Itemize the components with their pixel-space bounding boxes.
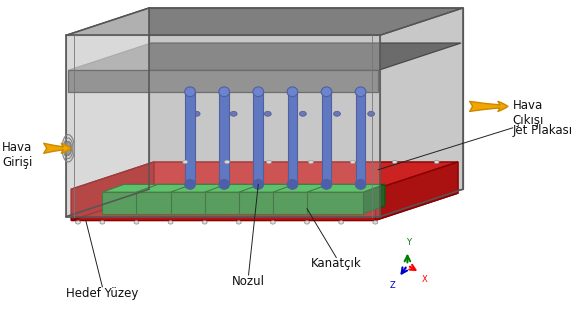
Polygon shape [239, 184, 317, 192]
Polygon shape [254, 92, 263, 184]
Polygon shape [273, 192, 329, 214]
Polygon shape [205, 184, 283, 192]
Polygon shape [287, 92, 297, 184]
Ellipse shape [264, 111, 271, 116]
Text: Y: Y [406, 238, 411, 247]
Ellipse shape [65, 141, 71, 155]
Ellipse shape [308, 160, 313, 164]
Polygon shape [329, 184, 351, 214]
Polygon shape [71, 162, 154, 220]
Polygon shape [171, 192, 227, 214]
Polygon shape [136, 192, 193, 214]
Polygon shape [149, 8, 463, 189]
Polygon shape [66, 8, 149, 217]
Ellipse shape [185, 87, 195, 97]
Ellipse shape [76, 221, 80, 224]
Ellipse shape [219, 180, 230, 189]
Ellipse shape [373, 221, 378, 224]
Polygon shape [171, 184, 248, 192]
Ellipse shape [392, 160, 397, 164]
Ellipse shape [266, 160, 272, 164]
Ellipse shape [253, 180, 264, 189]
Polygon shape [380, 8, 463, 217]
Ellipse shape [185, 180, 195, 189]
Ellipse shape [350, 160, 355, 164]
Text: X: X [422, 275, 427, 284]
Polygon shape [322, 92, 331, 184]
Ellipse shape [168, 221, 173, 224]
Polygon shape [219, 92, 229, 184]
Ellipse shape [355, 87, 366, 97]
Ellipse shape [287, 87, 298, 97]
Polygon shape [71, 189, 375, 220]
Ellipse shape [134, 221, 139, 224]
Text: Nozul: Nozul [232, 275, 265, 288]
Ellipse shape [368, 111, 374, 116]
Polygon shape [136, 184, 215, 192]
Polygon shape [159, 184, 180, 214]
Ellipse shape [304, 221, 310, 224]
Ellipse shape [230, 111, 237, 116]
Ellipse shape [355, 180, 366, 189]
Ellipse shape [224, 160, 230, 164]
Ellipse shape [434, 160, 439, 164]
Polygon shape [205, 192, 261, 214]
Polygon shape [296, 184, 317, 214]
Polygon shape [68, 70, 378, 92]
Ellipse shape [193, 111, 200, 116]
Ellipse shape [339, 221, 343, 224]
Ellipse shape [271, 221, 275, 224]
Polygon shape [273, 184, 351, 192]
Polygon shape [103, 192, 159, 214]
Text: Hava
Çıkışı: Hava Çıkışı [512, 99, 544, 127]
Text: Z: Z [389, 281, 395, 290]
Ellipse shape [236, 221, 241, 224]
Text: Kanatçık: Kanatçık [311, 258, 361, 270]
Ellipse shape [182, 160, 188, 164]
Ellipse shape [100, 221, 105, 224]
Polygon shape [103, 184, 180, 192]
Ellipse shape [333, 111, 340, 116]
Polygon shape [68, 43, 461, 70]
Text: Hedef Yüzey: Hedef Yüzey [66, 287, 139, 300]
Ellipse shape [202, 221, 207, 224]
Polygon shape [307, 184, 385, 192]
Polygon shape [356, 92, 366, 184]
Polygon shape [375, 162, 458, 220]
Ellipse shape [300, 111, 306, 116]
Polygon shape [66, 8, 463, 35]
Polygon shape [364, 184, 385, 214]
Ellipse shape [321, 87, 332, 97]
Polygon shape [261, 184, 283, 214]
Polygon shape [71, 162, 458, 189]
Text: Jet Plakası: Jet Plakası [512, 124, 573, 137]
Polygon shape [239, 192, 296, 214]
Ellipse shape [253, 87, 264, 97]
Polygon shape [227, 184, 248, 214]
Ellipse shape [321, 180, 332, 189]
Polygon shape [66, 35, 380, 217]
Ellipse shape [287, 180, 298, 189]
Polygon shape [71, 193, 458, 220]
Polygon shape [193, 184, 215, 214]
Polygon shape [307, 192, 364, 214]
Ellipse shape [219, 87, 230, 97]
Polygon shape [185, 92, 195, 184]
Text: Hava
Girişi: Hava Girişi [2, 140, 32, 169]
